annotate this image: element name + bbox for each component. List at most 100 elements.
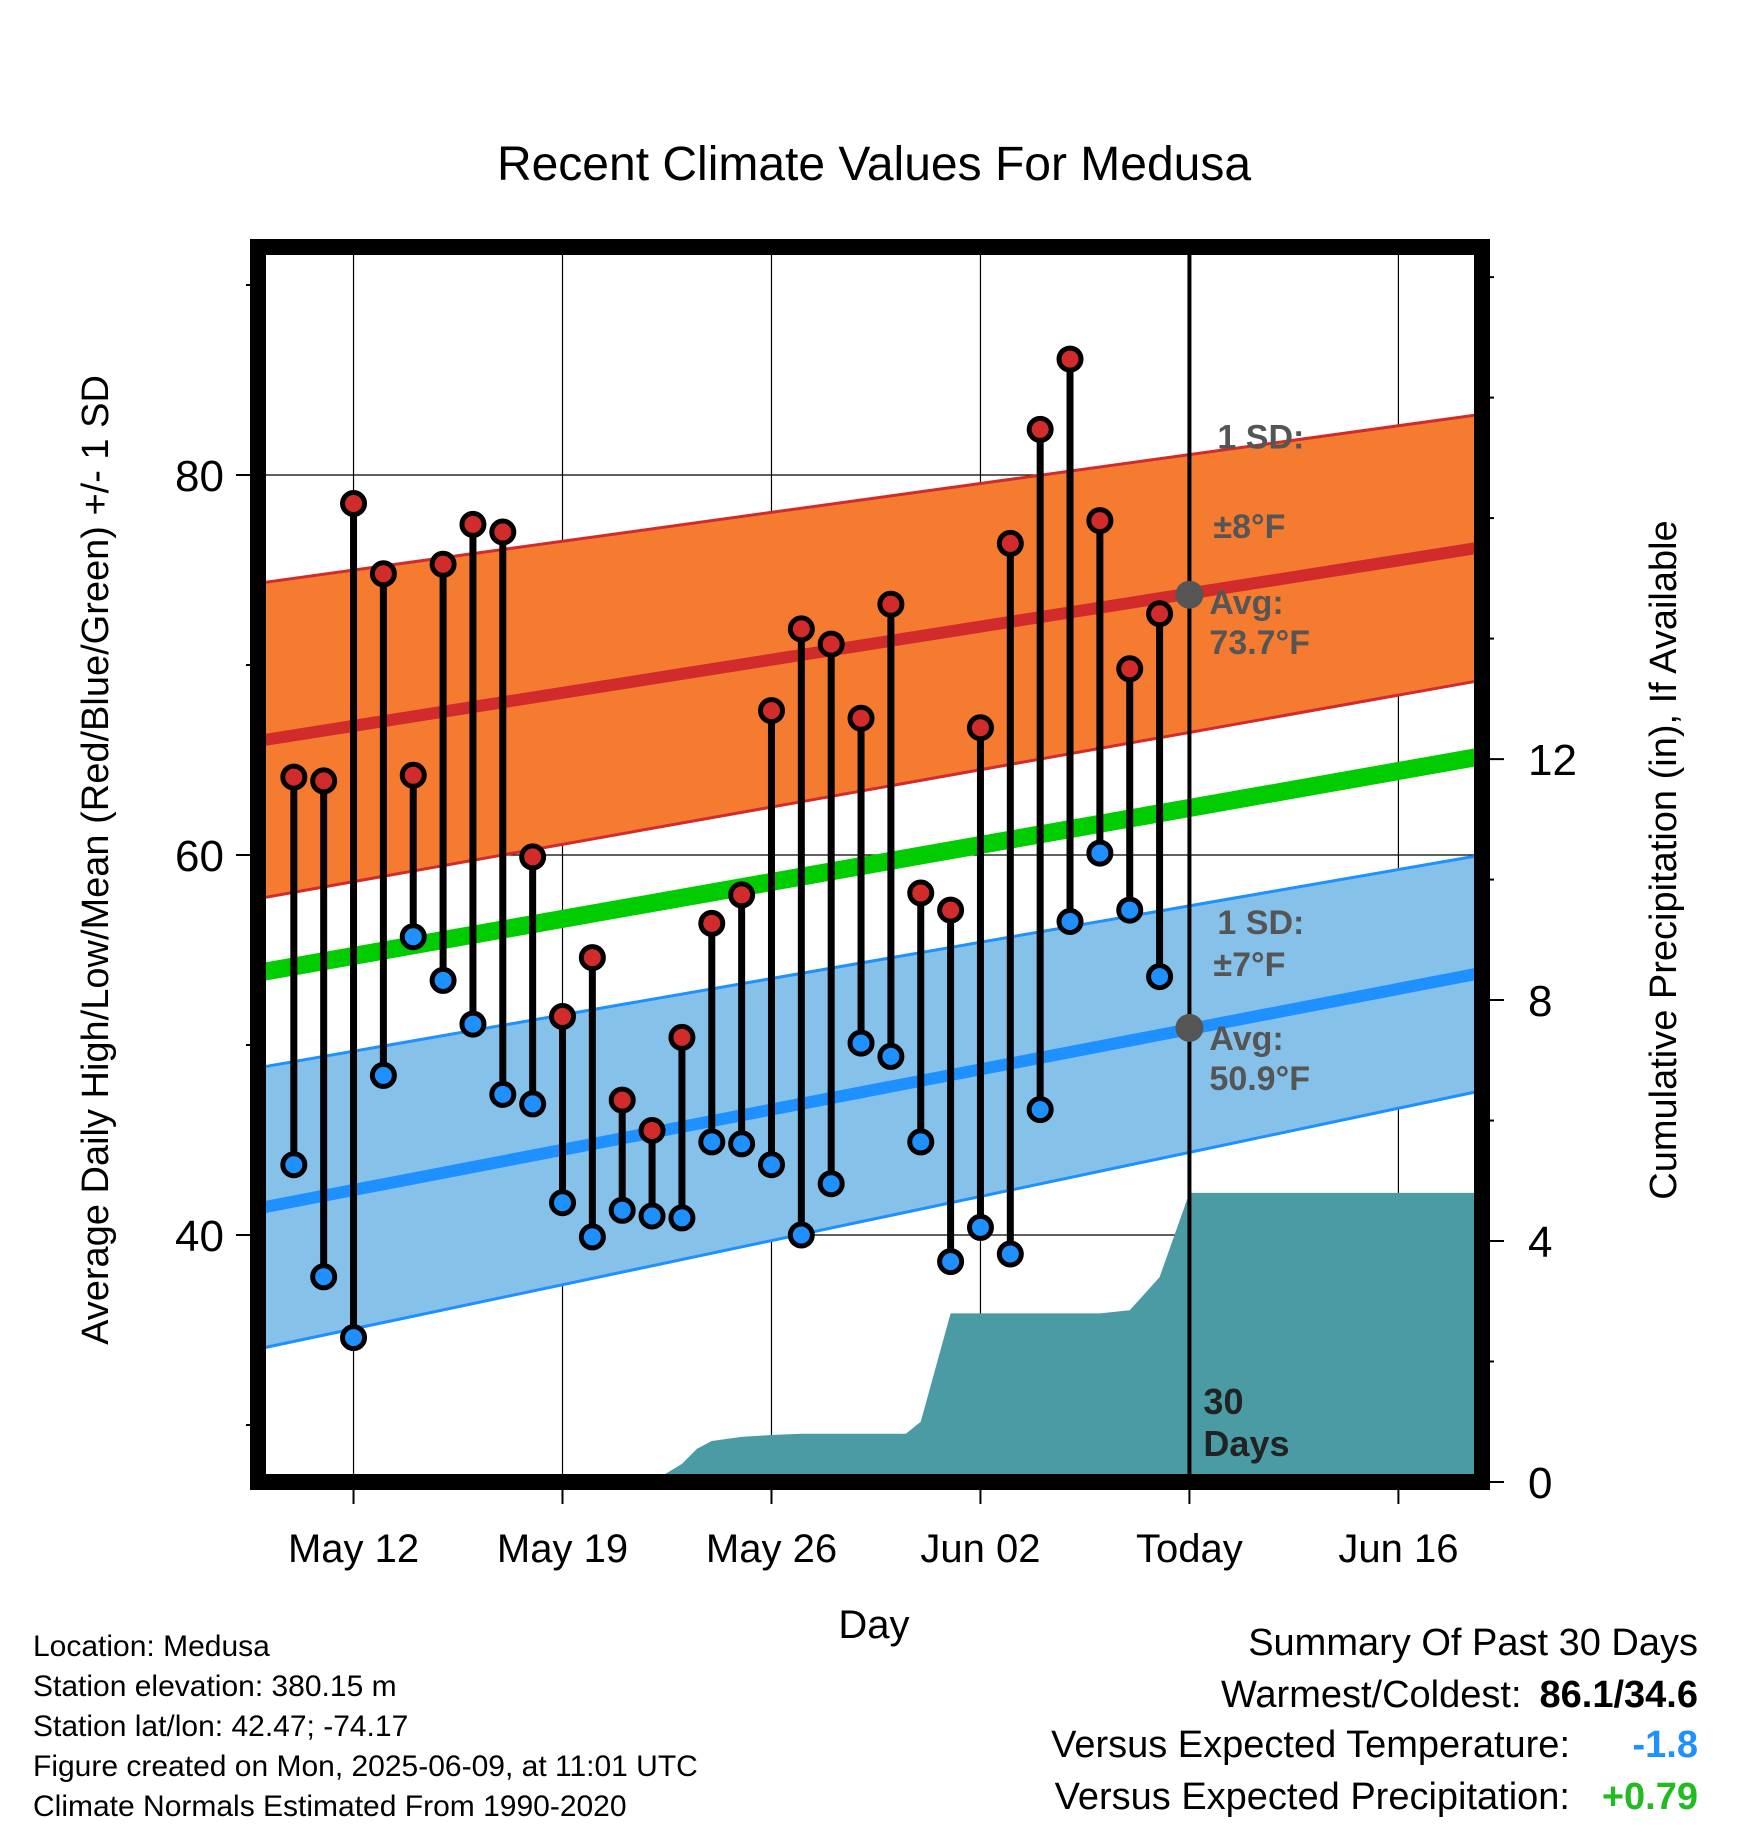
daily-low-point — [757, 1151, 785, 1179]
y2-tick-label: 8 — [1528, 977, 1552, 1026]
daily-high-point — [399, 761, 427, 789]
daily-low-point — [340, 1324, 368, 1352]
summary-warmest-label: Warmest/Coldest: — [1220, 1674, 1522, 1716]
summary-title: Summary Of Past 30 Days — [1248, 1622, 1698, 1664]
summary-temp-value: -1.8 — [1632, 1724, 1698, 1766]
daily-high-point — [1026, 415, 1054, 443]
summary-warmest: Warmest/Coldest: 86.1/34.6 — [1221, 1674, 1698, 1717]
precip-area — [293, 1192, 1482, 1482]
daily-high-point — [1056, 345, 1084, 373]
daily-low-point — [489, 1080, 517, 1108]
high-band-lower-edge — [257, 678, 1483, 901]
chart-title: Recent Climate Values For Medusa — [497, 138, 1251, 191]
daily-low-point — [280, 1151, 308, 1179]
x-tick-label: Today — [1136, 1527, 1243, 1571]
daily-low-point — [728, 1130, 756, 1158]
summary-precip-label: Versus Expected Precipitation: — [1054, 1776, 1570, 1818]
low-sd-value: ±7°F — [1213, 946, 1285, 984]
x-tick-label: Jun 16 — [1338, 1527, 1458, 1571]
high-avg-value: 73.7°F — [1209, 624, 1310, 662]
plot-frame — [250, 239, 1490, 1490]
daily-low-point — [877, 1042, 905, 1070]
daily-low-point — [787, 1221, 815, 1249]
daily-high-point — [429, 550, 457, 578]
daily-low-point — [668, 1204, 696, 1232]
daily-low-point — [1026, 1096, 1054, 1124]
footer-location: Location: Medusa — [33, 1630, 270, 1663]
daily-low-point — [907, 1128, 935, 1156]
y-axis-label: Average Daily High/Low/Mean (Red/Blue/Gr… — [75, 375, 117, 1345]
today-high-avg-marker — [1175, 580, 1204, 609]
window-days-number: 30 — [1203, 1381, 1243, 1422]
footer-elevation: Station elevation: 380.15 m — [33, 1670, 397, 1703]
low-sd-label: 1 SD: — [1217, 904, 1304, 942]
daily-high-point — [817, 630, 845, 658]
daily-high-point — [877, 590, 905, 618]
daily-low-point — [847, 1029, 875, 1057]
high-sd-value: ±8°F — [1213, 508, 1285, 546]
footer-created: Figure created on Mon, 2025-06-09, at 11… — [33, 1750, 698, 1783]
daily-high-point — [549, 1003, 577, 1030]
low-sd-band — [258, 855, 1482, 1349]
daily-high-point — [1146, 600, 1174, 628]
summary-precipitation: Versus Expected Precipitation: +0.79 — [1055, 1776, 1698, 1819]
summary-warmest-value: 86.1/34.6 — [1539, 1674, 1698, 1716]
daily-high-point — [459, 510, 487, 538]
today-low-avg-marker — [1175, 1013, 1204, 1042]
daily-high-point — [369, 560, 397, 588]
daily-low-point — [817, 1170, 845, 1198]
low-avg-label: Avg: — [1209, 1020, 1283, 1058]
x-tick-label: Jun 02 — [920, 1527, 1040, 1571]
daily-high-point — [608, 1086, 636, 1114]
y-tick-label: 40 — [175, 1212, 224, 1261]
summary-temperature: Versus Expected Temperature: -1.8 — [1051, 1724, 1698, 1767]
summary-temp-label: Versus Expected Temperature: — [1051, 1724, 1570, 1766]
summary-precip-value: +0.79 — [1601, 1776, 1698, 1818]
daily-high-point — [578, 944, 606, 972]
daily-low-point — [310, 1263, 338, 1291]
daily-high-point — [907, 879, 935, 907]
daily-low-point — [369, 1061, 397, 1089]
daily-low-point — [429, 966, 457, 994]
daily-low-point — [608, 1196, 636, 1224]
daily-high-point — [668, 1023, 696, 1051]
daily-low-point — [459, 1010, 487, 1038]
daily-low-point — [1056, 908, 1084, 935]
daily-low-point — [966, 1213, 994, 1241]
daily-high-point — [519, 843, 547, 871]
x-tick-label: May 26 — [706, 1527, 837, 1571]
x-tick-label: May 19 — [497, 1527, 628, 1571]
daily-low-point — [399, 923, 427, 951]
daily-low-point — [1146, 963, 1174, 991]
daily-low-point — [698, 1128, 726, 1156]
high-sd-band — [258, 414, 1482, 899]
daily-high-point — [638, 1117, 666, 1144]
daily-high-point — [787, 615, 815, 643]
high-normal-line — [257, 541, 1483, 747]
daily-high-point — [1086, 507, 1114, 535]
daily-high-point — [280, 763, 308, 791]
daily-low-point — [996, 1240, 1024, 1268]
daily-high-point — [698, 909, 726, 937]
daily-low-point — [638, 1202, 666, 1230]
daily-high-point — [728, 881, 756, 909]
x-axis-label: Day — [838, 1603, 909, 1647]
mean-normal-line — [256, 747, 1484, 982]
low-band-lower-edge — [257, 1089, 1483, 1351]
daily-low-point — [1116, 896, 1144, 924]
daily-low-point — [937, 1248, 965, 1276]
daily-low-point — [1086, 839, 1114, 867]
high-band-upper-edge — [257, 412, 1483, 585]
y2-axis-label: Cumulative Precipitation (in), If Availa… — [1643, 520, 1685, 1199]
daily-high-point — [996, 529, 1024, 557]
daily-high-point — [757, 697, 785, 725]
x-tick-label: May 12 — [288, 1527, 419, 1571]
daily-low-point — [549, 1189, 577, 1217]
footer-latlon: Station lat/lon: 42.47; -74.17 — [33, 1710, 409, 1743]
high-avg-label: Avg: — [1209, 584, 1283, 622]
daily-high-point — [1116, 655, 1144, 683]
daily-high-point — [966, 714, 994, 742]
high-sd-label: 1 SD: — [1217, 418, 1304, 456]
